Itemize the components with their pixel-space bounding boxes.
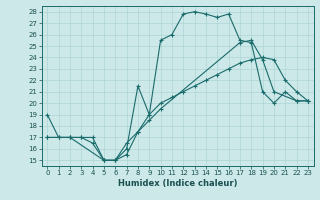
X-axis label: Humidex (Indice chaleur): Humidex (Indice chaleur) <box>118 179 237 188</box>
